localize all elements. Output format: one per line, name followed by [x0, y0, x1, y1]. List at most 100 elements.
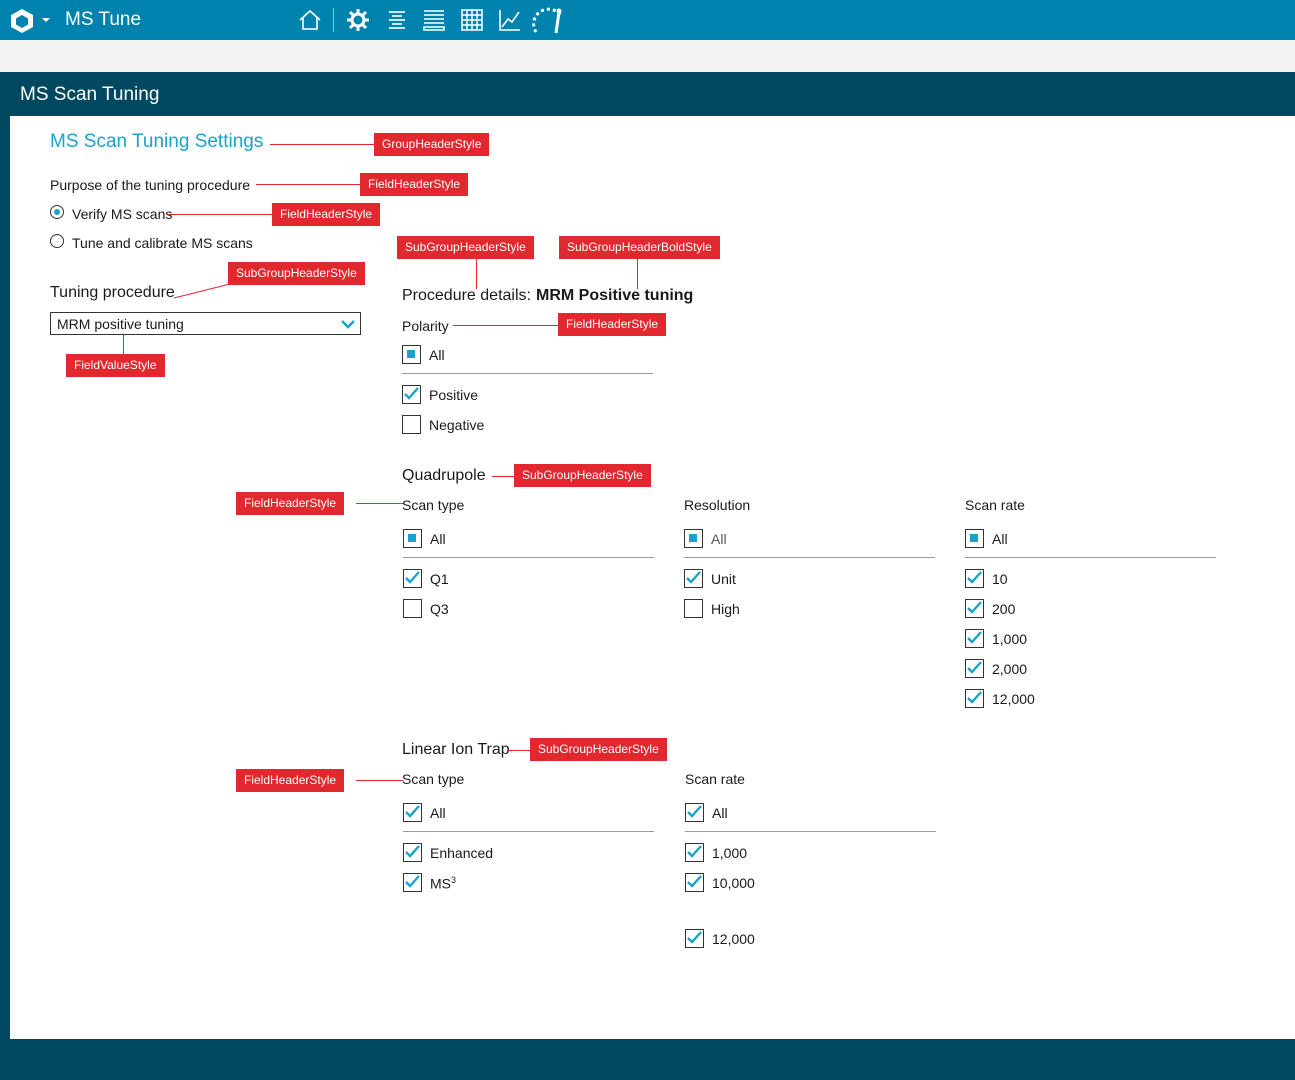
polarity-positive-label: Positive — [429, 387, 479, 403]
lit-ms3-superscript: 3 — [451, 875, 457, 885]
quad-rate-200-checkbox[interactable] — [965, 599, 984, 618]
checkmark-icon — [405, 875, 420, 888]
quad-scan-type-all-checkbox[interactable] — [403, 529, 422, 548]
annotation-field-header-purpose: FieldHeaderStyle — [360, 173, 469, 196]
quad-high-checkbox[interactable] — [684, 599, 703, 618]
purpose-label: Purpose of the tuning procedure — [50, 177, 251, 193]
annotation-field-value: FieldValueStyle — [66, 354, 165, 377]
annotation-field-header-quad-scan-type: FieldHeaderStyle — [236, 492, 345, 515]
app-logo-icon[interactable] — [9, 8, 35, 34]
quad-resolution-all-checkbox[interactable] — [684, 529, 703, 548]
page-header-bar — [0, 72, 1295, 116]
annotation-line — [256, 184, 360, 185]
lit-ms3-text: MS — [430, 875, 451, 892]
radio-tune-label: Tune and calibrate MS scans — [72, 235, 253, 251]
secondary-bar — [0, 40, 1295, 72]
annotation-line — [123, 335, 124, 356]
quad-resolution-label: Resolution — [684, 497, 751, 513]
quad-rate-1000-label: 1,000 — [992, 631, 1028, 647]
quad-scan-type-label: Scan type — [402, 497, 465, 513]
polarity-all-checkbox[interactable] — [402, 345, 421, 364]
divider — [684, 557, 935, 558]
radio-tune-calibrate[interactable] — [50, 234, 64, 248]
checkmark-icon — [405, 845, 420, 858]
checkmark-icon — [967, 691, 982, 704]
quad-rate-12000-checkbox[interactable] — [965, 689, 984, 708]
lit-scan-type-all-checkbox[interactable] — [403, 803, 422, 822]
polarity-positive-checkbox[interactable] — [402, 385, 421, 404]
annotation-line — [507, 750, 530, 751]
quad-scan-rate-all-label: All — [992, 531, 1008, 547]
quad-rate-10-checkbox[interactable] — [965, 569, 984, 588]
divider — [402, 373, 653, 374]
quad-q1-checkbox[interactable] — [403, 569, 422, 588]
lit-ms3-label: MS3 — [430, 875, 456, 892]
checkmark-icon — [967, 571, 982, 584]
gauge-icon[interactable] — [532, 4, 566, 36]
radio-verify-label: Verify MS scans — [72, 206, 173, 222]
quad-rate-1000-checkbox[interactable] — [965, 629, 984, 648]
quad-scan-type-all-label: All — [430, 531, 446, 547]
settings-title: MS Scan Tuning Settings — [50, 131, 264, 152]
chart-icon[interactable] — [497, 7, 523, 33]
checkmark-icon — [404, 387, 419, 400]
lit-rate-1000-checkbox[interactable] — [685, 843, 704, 862]
tuning-procedure-value: MRM positive tuning — [57, 316, 184, 332]
lit-rate-10000-label: 10,000 — [712, 875, 755, 891]
annotation-field-header-polarity: FieldHeaderStyle — [558, 313, 667, 336]
quad-unit-label: Unit — [711, 571, 736, 587]
procedure-details-label: Procedure details: — [402, 287, 531, 304]
lit-scan-rate-all-label: All — [712, 805, 728, 821]
checkmark-icon — [405, 805, 420, 818]
checkmark-icon — [967, 631, 982, 644]
checkmark-icon — [687, 931, 702, 944]
divider — [403, 557, 654, 558]
home-icon[interactable] — [297, 7, 323, 33]
lit-ms3-checkbox[interactable] — [403, 873, 422, 892]
lit-rate-10000-checkbox[interactable] — [685, 873, 704, 892]
radio-verify-ms-scans[interactable] — [50, 205, 64, 219]
checkmark-icon — [687, 845, 702, 858]
annotation-field-header-lit-scan-type: FieldHeaderStyle — [236, 769, 345, 792]
quad-rate-2000-checkbox[interactable] — [965, 659, 984, 678]
polarity-negative-checkbox[interactable] — [402, 415, 421, 434]
lit-scan-rate-all-checkbox[interactable] — [685, 803, 704, 822]
tuning-procedure-dropdown[interactable]: MRM positive tuning — [50, 312, 361, 335]
checkmark-icon — [967, 601, 982, 614]
checkmark-icon — [687, 875, 702, 888]
divider — [965, 557, 1216, 558]
grid-icon[interactable] — [459, 7, 485, 33]
queue-icon[interactable] — [421, 7, 447, 33]
annotation-subgroup-header-quadrupole: SubGroupHeaderStyle — [514, 464, 651, 487]
polarity-label: Polarity — [402, 318, 449, 334]
list-filter-icon[interactable] — [384, 7, 410, 33]
quad-unit-checkbox[interactable] — [684, 569, 703, 588]
gear-icon[interactable] — [345, 7, 371, 33]
divider — [403, 831, 654, 832]
footer-bar — [0, 1039, 1295, 1080]
quad-resolution-all-label: All — [711, 531, 727, 547]
quad-q3-label: Q3 — [430, 601, 449, 617]
lit-rate-12000-checkbox[interactable] — [685, 929, 704, 948]
procedure-details-value: MRM Positive tuning — [536, 287, 694, 304]
app-menu-chevron-icon[interactable] — [41, 16, 51, 24]
chevron-down-icon — [341, 320, 355, 329]
annotation-line — [476, 259, 477, 289]
quad-q3-checkbox[interactable] — [403, 599, 422, 618]
annotation-field-header-verify: FieldHeaderStyle — [272, 203, 381, 226]
quad-scan-rate-all-checkbox[interactable] — [965, 529, 984, 548]
annotation-line — [356, 503, 403, 504]
lit-enhanced-checkbox[interactable] — [403, 843, 422, 862]
polarity-negative-label: Negative — [429, 417, 485, 433]
tuning-procedure-label: Tuning procedure — [50, 284, 175, 301]
annotation-subgroup-header-bold: SubGroupHeaderBoldStyle — [559, 236, 720, 259]
divider — [685, 831, 936, 832]
quad-rate-12000-label: 12,000 — [992, 691, 1035, 707]
annotation-subgroup-header-details: SubGroupHeaderStyle — [397, 236, 534, 259]
annotation-line — [356, 780, 403, 781]
page-title: MS Scan Tuning — [20, 84, 160, 105]
checkmark-icon — [687, 805, 702, 818]
content-panel — [10, 116, 1295, 1039]
quad-rate-2000-label: 2,000 — [992, 661, 1028, 677]
annotation-line — [173, 283, 231, 299]
